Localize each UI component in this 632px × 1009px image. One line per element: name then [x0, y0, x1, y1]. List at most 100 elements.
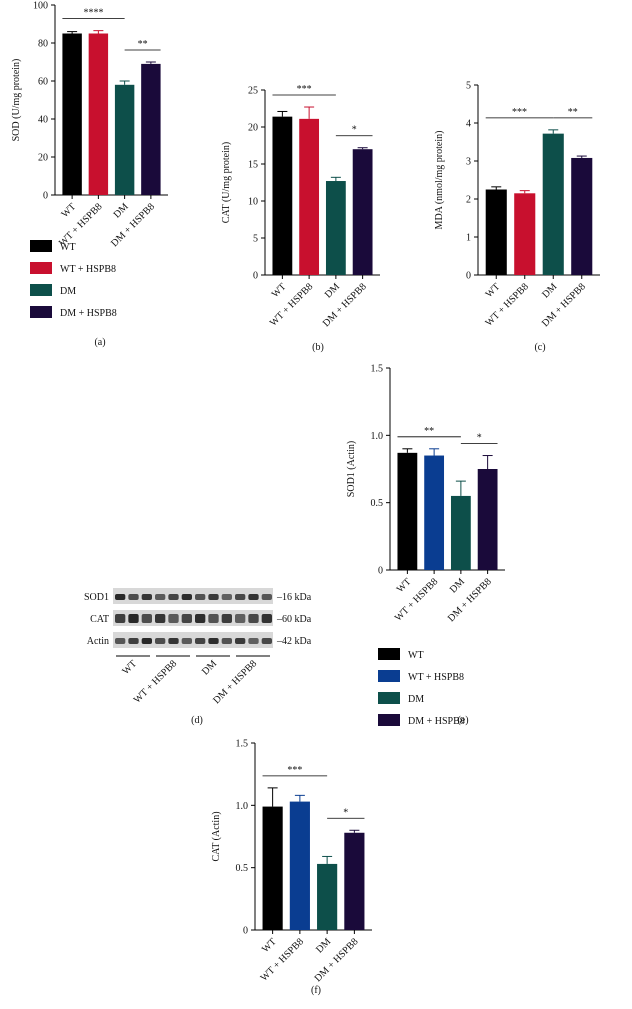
legend-label: WT	[60, 242, 76, 253]
blot-band	[208, 614, 219, 623]
panel-label: (a)	[94, 337, 105, 348]
y-tick-label: 5	[466, 81, 471, 92]
legend-swatch	[30, 284, 52, 296]
blot-row-label: Actin	[87, 636, 109, 647]
blot-strip	[113, 632, 273, 648]
x-tick-label: WT	[395, 576, 414, 595]
y-axis-label: SOD (U/mg protein)	[11, 59, 22, 142]
blot-band	[261, 594, 272, 600]
y-tick-label: 1	[466, 233, 471, 244]
bar	[424, 455, 445, 570]
y-tick-label: 40	[38, 115, 48, 126]
blot-band	[115, 638, 126, 644]
y-tick-label: 20	[248, 123, 258, 134]
blot-band	[221, 594, 232, 600]
y-axis-label: SOD1 (Actin)	[346, 441, 357, 497]
y-axis-label: CAT (U/mg protein)	[221, 142, 232, 223]
blot-band	[155, 638, 166, 644]
y-tick-label: 80	[38, 39, 48, 50]
y-tick-label: 0	[466, 271, 471, 282]
bar	[344, 832, 365, 930]
significance-label: **	[424, 426, 434, 437]
legend-label: DM + HSPB8	[408, 716, 465, 727]
blot-band	[128, 614, 139, 623]
blot-group-label: WT	[120, 658, 139, 677]
bar	[352, 149, 373, 275]
blot-size-label: –16 kDa	[276, 592, 312, 603]
panel-label: (d)	[191, 715, 203, 726]
significance-label: *	[343, 807, 348, 818]
y-tick-label: 1.5	[371, 364, 384, 375]
y-tick-label: 25	[248, 86, 258, 97]
bar	[272, 116, 293, 275]
significance-label: *	[352, 125, 357, 136]
y-tick-label: 20	[38, 153, 48, 164]
blot-band	[235, 614, 246, 623]
significance-label: ****	[84, 8, 104, 19]
blot-band	[168, 594, 179, 600]
x-tick-label: DM	[540, 281, 559, 300]
blot-band	[235, 594, 246, 600]
blot-band	[115, 594, 126, 600]
bar	[262, 806, 283, 930]
y-axis-label: MDA (nmol/mg protein)	[434, 131, 445, 230]
blot-band	[155, 594, 166, 600]
y-tick-label: 1.5	[236, 739, 249, 750]
blot-group-label: WT + HSPB8	[132, 658, 179, 705]
blot-band	[181, 594, 192, 600]
blot-band	[128, 594, 139, 600]
y-tick-label: 2	[466, 195, 471, 206]
legend-label: DM	[408, 694, 424, 705]
bar	[88, 33, 109, 195]
blot-band	[141, 614, 152, 623]
y-tick-label: 0	[43, 191, 48, 202]
bar	[62, 33, 82, 195]
significance-label: *	[477, 433, 482, 444]
blot-band	[248, 594, 259, 600]
legend-swatch	[378, 692, 400, 704]
blot-band	[208, 594, 219, 600]
y-tick-label: 100	[33, 1, 48, 12]
x-tick-label: DM	[314, 936, 333, 955]
blot-band	[195, 614, 206, 623]
blot-band	[128, 638, 139, 644]
blot-band	[221, 614, 232, 623]
blot-strip	[113, 588, 273, 604]
blot-band	[141, 594, 152, 600]
y-tick-label: 1.0	[371, 431, 384, 442]
y-tick-label: 4	[466, 119, 471, 130]
y-tick-label: 10	[248, 197, 258, 208]
blot-band	[208, 638, 219, 644]
bar	[477, 469, 498, 570]
blot-band	[261, 638, 272, 644]
bar	[571, 157, 593, 275]
blot-band	[168, 614, 179, 623]
y-tick-label: 15	[248, 160, 258, 171]
legend-swatch	[30, 306, 52, 318]
y-tick-label: 0	[253, 271, 258, 282]
blot-row-label: CAT	[90, 614, 109, 625]
x-tick-label: DM	[448, 576, 467, 595]
blot-band	[115, 614, 126, 623]
blot-size-label: –42 kDa	[276, 636, 312, 647]
significance-label: **	[568, 107, 578, 118]
y-tick-label: 5	[253, 234, 258, 245]
legend-label: WT + HSPB8	[408, 672, 464, 683]
bar	[114, 84, 135, 195]
bar	[542, 133, 564, 275]
bar	[450, 495, 471, 570]
legend-swatch	[378, 648, 400, 660]
significance-label: ***	[287, 765, 302, 776]
blot-band	[195, 594, 206, 600]
blot-band	[235, 638, 246, 644]
blot-group-label: DM	[200, 658, 219, 677]
blot-row-label: SOD1	[84, 592, 109, 603]
bar	[141, 63, 161, 196]
blot-band	[181, 638, 192, 644]
x-tick-label: WT	[260, 936, 279, 955]
x-tick-label: DM	[323, 281, 342, 300]
bar	[397, 452, 418, 570]
blot-band	[195, 638, 206, 644]
y-tick-label: 0.5	[236, 863, 249, 874]
